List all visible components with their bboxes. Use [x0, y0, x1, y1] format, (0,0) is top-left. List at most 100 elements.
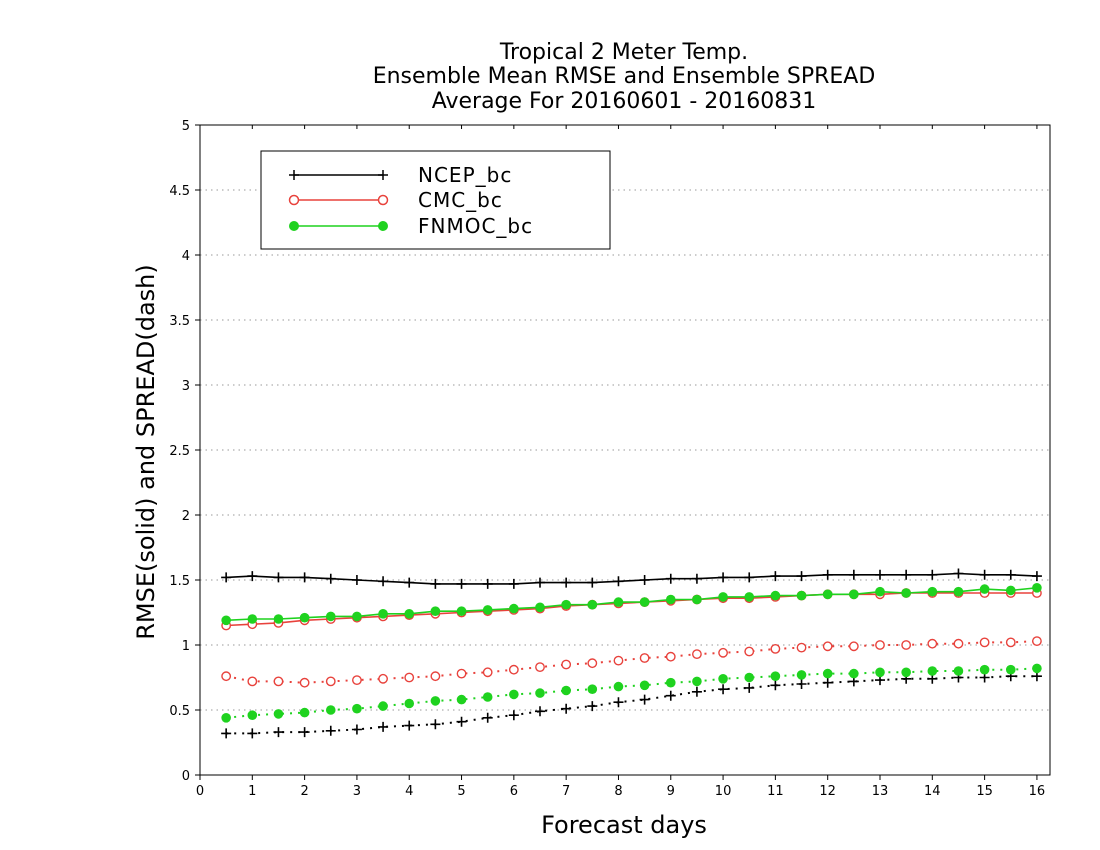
- cmc-bc-spread-line: [226, 640, 1037, 684]
- ncep-bc-spread-point: [273, 727, 284, 738]
- cmc-bc-spread-point: [796, 642, 807, 653]
- cmc-bc-spread-point: [352, 675, 362, 685]
- fnmoc-bc-spread-point: [770, 671, 781, 681]
- fnmoc-bc-rmse-point: [561, 599, 571, 610]
- x-tick-label: 11: [767, 784, 784, 799]
- ncep-bc-rmse-point: [953, 568, 964, 579]
- ncep-bc-spread-point: [378, 721, 389, 732]
- ncep-bc-spread-point: [691, 686, 702, 697]
- cmc-bc-spread-point: [1032, 636, 1042, 646]
- y-tick-label: 1: [182, 639, 190, 654]
- ncep-bc-rmse-point: [875, 569, 885, 580]
- fnmoc-bc-rmse-point: [901, 588, 911, 598]
- ncep-bc-spread-point: [796, 679, 807, 689]
- cmc-bc-spread-point: [221, 671, 232, 682]
- fnmoc-bc-rmse-point: [665, 594, 676, 605]
- cmc-bc-spread-point: [535, 662, 545, 672]
- fnmoc-bc-rmse-line: [226, 587, 1037, 622]
- fnmoc-bc-rmse-point: [796, 590, 807, 601]
- fnmoc-bc-rmse-point: [979, 584, 990, 594]
- y-axis-label: RMSE(solid) and SPREAD(dash): [132, 264, 160, 640]
- x-tick-label: 6: [510, 784, 518, 799]
- cmc-bc-rmse-line: [226, 592, 1037, 627]
- ncep-bc-rmse-point: [325, 573, 336, 584]
- cmc-bc-spread-point: [456, 668, 467, 679]
- fnmoc-bc-rmse-point: [430, 606, 441, 616]
- ncep-bc-rmse-point: [561, 577, 572, 588]
- ncep-bc-rmse-point: [378, 576, 389, 587]
- y-tick-label: 4.5: [169, 184, 190, 199]
- fnmoc-bc-rmse-point: [535, 602, 545, 613]
- ncep-bc-spread-point: [351, 724, 362, 735]
- x-tick-label: 16: [1029, 784, 1046, 799]
- ncep-bc-spread-point: [561, 703, 572, 714]
- series-fnmoc-bc-rmse: [221, 583, 1042, 626]
- cmc-bc-spread-point: [587, 658, 598, 669]
- fnmoc-bc-spread-point: [535, 688, 545, 698]
- series-ncep-bc-rmse: [221, 568, 1042, 589]
- fnmoc-bc-spread-point: [482, 692, 493, 702]
- ncep-bc-rmse-point: [665, 573, 676, 584]
- fnmoc-bc-spread-point: [587, 684, 598, 694]
- ncep-bc-rmse-point: [273, 572, 284, 583]
- title-line-1: Tropical 2 Meter Temp.: [499, 40, 748, 65]
- ncep-bc-spread-point: [535, 706, 545, 717]
- legend: NCEP_bc CMC_bc FNMOC_bc: [260, 150, 611, 250]
- ncep-bc-rmse-point: [927, 569, 938, 580]
- fnmoc-bc-spread-point: [221, 713, 231, 723]
- fnmoc-bc-rmse-point: [378, 609, 388, 619]
- legend-label-ncep: NCEP_bc: [418, 163, 512, 187]
- cmc-bc-spread-point: [430, 671, 441, 682]
- title-line-3: Average For 20160601 - 20160831: [432, 89, 817, 114]
- fnmoc-bc-spread-point: [927, 666, 938, 676]
- cmc-bc-spread-point: [744, 646, 755, 657]
- cmc-bc-spread-point: [848, 641, 859, 652]
- fnmoc-bc-rmse-point: [822, 589, 833, 600]
- fnmoc-bc-spread-point: [456, 694, 467, 705]
- ncep-bc-rmse-point: [587, 577, 598, 588]
- y-tick-label: 5: [182, 119, 190, 134]
- x-tick-label: 13: [872, 784, 889, 799]
- fnmoc-bc-spread-point: [430, 696, 441, 706]
- y-tick-label: 3.5: [169, 314, 190, 329]
- fnmoc-bc-spread-point: [665, 677, 676, 688]
- ncep-bc-rmse-point: [404, 577, 415, 588]
- x-axis-label: Forecast days: [541, 811, 707, 839]
- ncep-bc-spread-point: [587, 701, 598, 712]
- x-tick-label: 10: [715, 784, 732, 799]
- fnmoc-bc-rmse-point: [718, 592, 728, 602]
- cmc-bc-spread-point: [404, 672, 415, 683]
- ncep-bc-rmse-point: [482, 578, 493, 589]
- fnmoc-bc-rmse-point: [953, 586, 964, 597]
- ncep-bc-rmse-point: [1005, 569, 1016, 580]
- ncep-bc-spread-point: [770, 680, 781, 691]
- series-layer: [221, 568, 1042, 739]
- legend-marker-fnmoc-right: [378, 221, 388, 231]
- ncep-bc-spread-point: [744, 682, 755, 693]
- fnmoc-bc-spread-point: [378, 701, 388, 711]
- x-tick-label: 12: [819, 784, 836, 799]
- fnmoc-bc-spread-point: [692, 676, 702, 687]
- fnmoc-bc-rmse-point: [1032, 583, 1042, 593]
- ncep-bc-rmse-point: [848, 569, 859, 580]
- fnmoc-bc-spread-point: [979, 664, 990, 675]
- ncep-bc-spread-point: [613, 697, 624, 708]
- fnmoc-bc-spread-point: [718, 674, 728, 684]
- x-tick-label: 1: [248, 784, 256, 799]
- cmc-bc-spread-point: [822, 641, 833, 652]
- cmc-bc-spread-point: [901, 640, 912, 650]
- fnmoc-bc-spread-point: [273, 709, 284, 719]
- legend-marker-fnmoc-left: [289, 221, 299, 231]
- ncep-bc-rmse-point: [744, 572, 755, 583]
- fnmoc-bc-rmse-point: [247, 614, 258, 624]
- ncep-bc-rmse-point: [796, 571, 807, 582]
- legend-marker-ncep: [289, 170, 388, 180]
- series-cmc-bc-rmse: [221, 588, 1042, 631]
- series-ncep-bc-spread: [221, 671, 1042, 739]
- cmc-bc-spread-point: [247, 676, 258, 687]
- fnmoc-bc-rmse-point: [692, 594, 702, 605]
- fnmoc-bc-spread-point: [1005, 664, 1016, 675]
- cmc-bc-spread-point: [273, 676, 284, 687]
- ncep-bc-rmse-point: [770, 571, 781, 582]
